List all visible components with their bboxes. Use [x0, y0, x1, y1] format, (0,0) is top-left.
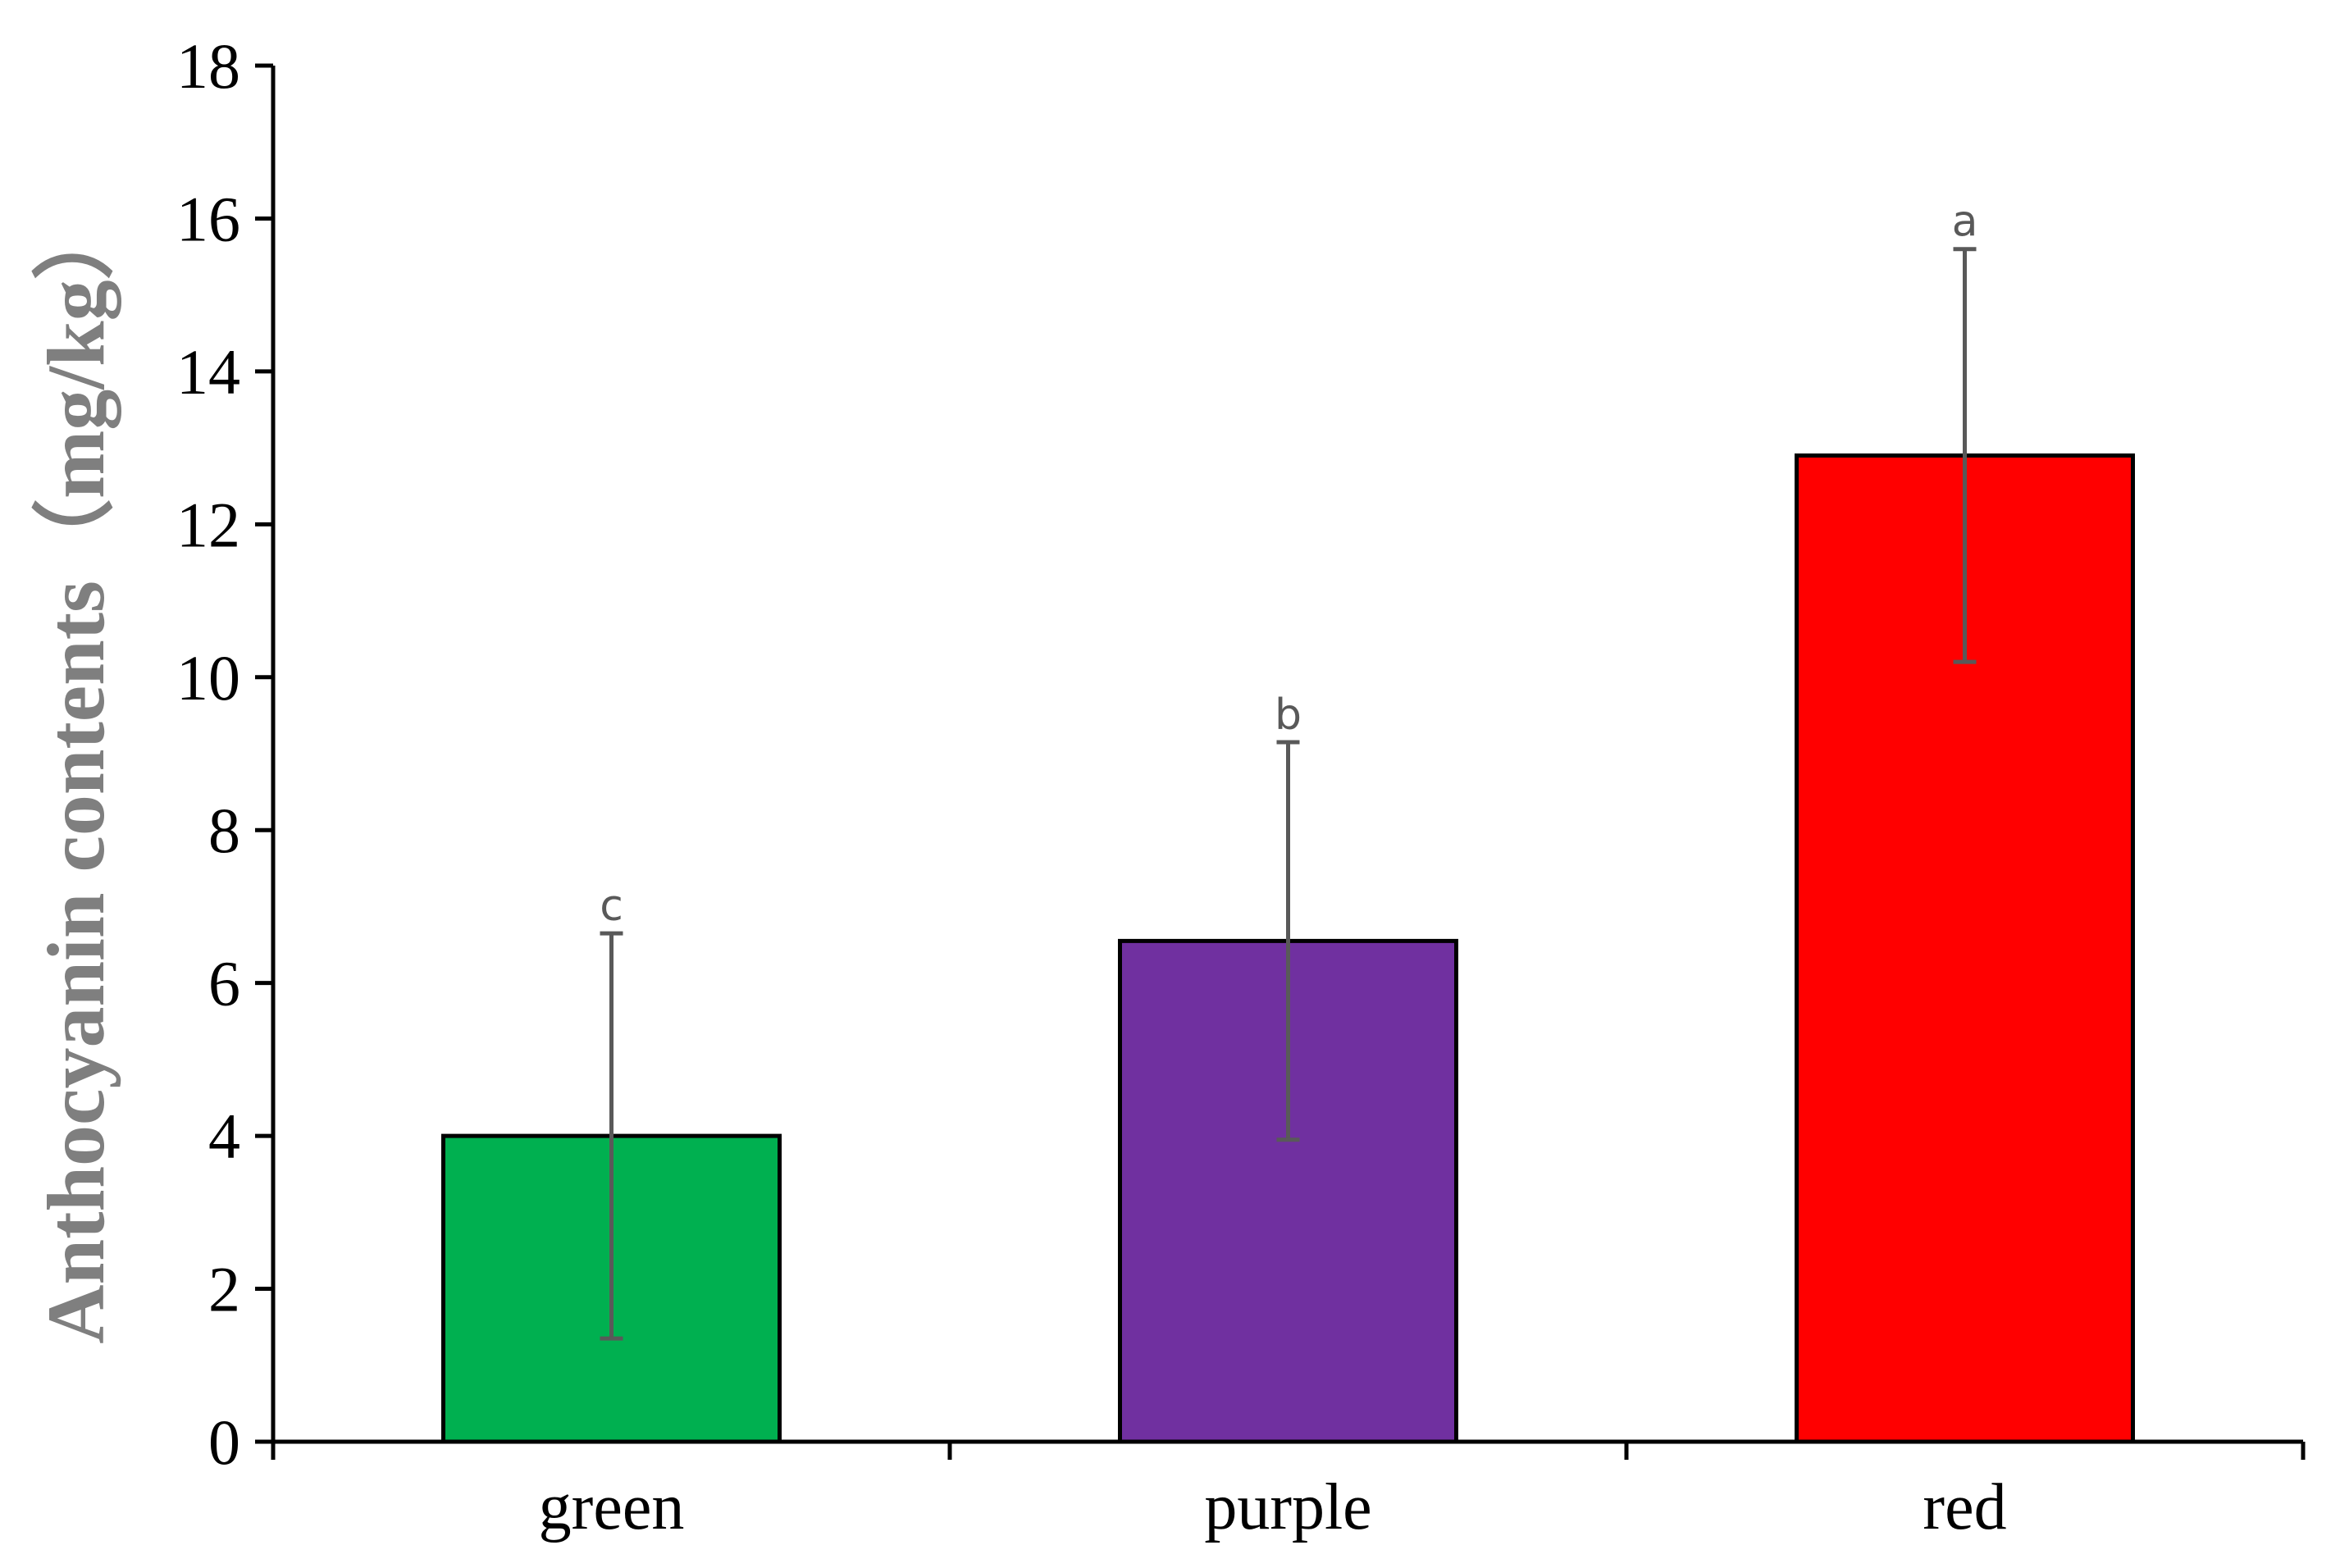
error-bar-red	[1953, 247, 1977, 664]
x-axis-labels: green purple red	[539, 1471, 2007, 1543]
y-tick-label: 10	[176, 642, 240, 713]
y-tick-label: 4	[208, 1101, 240, 1172]
y-tick-label: 2	[208, 1254, 240, 1325]
y-axis-ticks: 0 2 4 6 8 10 12 14 16 18	[176, 30, 273, 1478]
x-axis-ticks	[271, 1442, 2306, 1460]
x-tick-label-green: green	[539, 1471, 685, 1543]
y-tick-label: 0	[208, 1406, 240, 1478]
y-tick-label: 18	[176, 30, 240, 102]
x-tick-label-purple: purple	[1204, 1471, 1371, 1543]
y-axis-title: Anthocyanin contents（mg/kg）	[30, 198, 121, 1343]
significance-labels: c b a	[600, 198, 1977, 931]
significance-label-green: c	[600, 882, 623, 931]
error-bar-purple	[1276, 740, 1300, 1142]
y-tick-label: 12	[176, 489, 240, 560]
y-tick-label: 8	[208, 795, 240, 866]
y-tick-label: 6	[208, 948, 240, 1019]
y-tick-label: 16	[176, 183, 240, 254]
significance-label-purple: b	[1275, 691, 1302, 740]
x-tick-label-red: red	[1923, 1471, 2006, 1543]
y-tick-label: 14	[176, 336, 240, 408]
axes	[271, 66, 2303, 1444]
error-bar-green	[600, 931, 623, 1341]
significance-label-red: a	[1952, 198, 1978, 247]
error-bars	[600, 247, 1977, 1341]
